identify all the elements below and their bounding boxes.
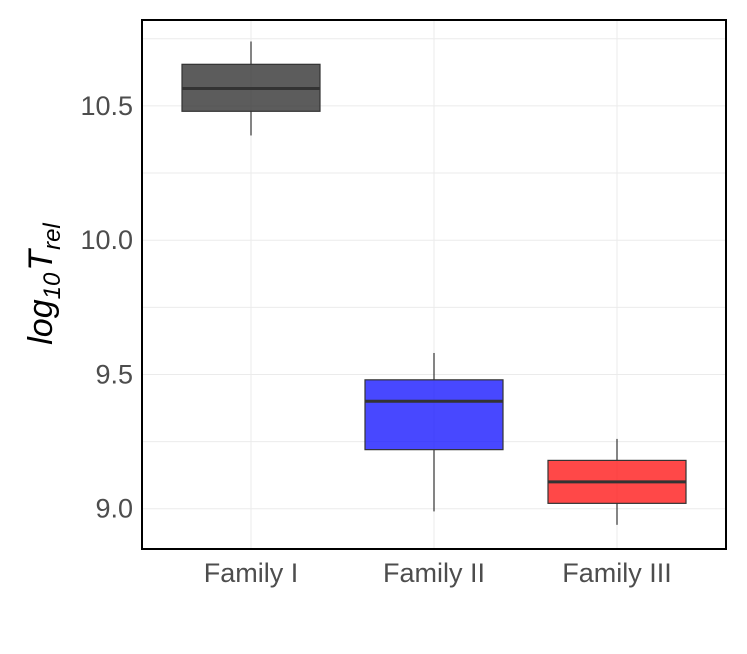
box: [364, 379, 504, 451]
plot-border: [141, 19, 727, 550]
y-tick-label: 10.0: [80, 225, 133, 255]
y-axis-title: log10Trel: [22, 223, 66, 345]
y-axis-title-base-subscript: 10: [39, 272, 66, 299]
y-tick-label: 9.0: [95, 494, 133, 524]
x-tick-label: Family II: [383, 558, 485, 588]
x-tick-labels: Family I Family II Family III: [204, 558, 672, 588]
x-tick-label: Family III: [562, 558, 672, 588]
x-tick-label: Family I: [204, 558, 299, 588]
y-axis-title-symbol: T: [22, 248, 60, 271]
y-axis-title-symbol-subscript: rel: [39, 223, 66, 250]
y-tick-labels: 9.0 9.5 10.0 10.5: [80, 91, 133, 524]
y-axis-title-base: log: [22, 299, 60, 344]
y-tick-label: 10.5: [80, 91, 133, 121]
boxes-layer: [181, 41, 687, 525]
y-tick-label: 9.5: [95, 359, 133, 389]
